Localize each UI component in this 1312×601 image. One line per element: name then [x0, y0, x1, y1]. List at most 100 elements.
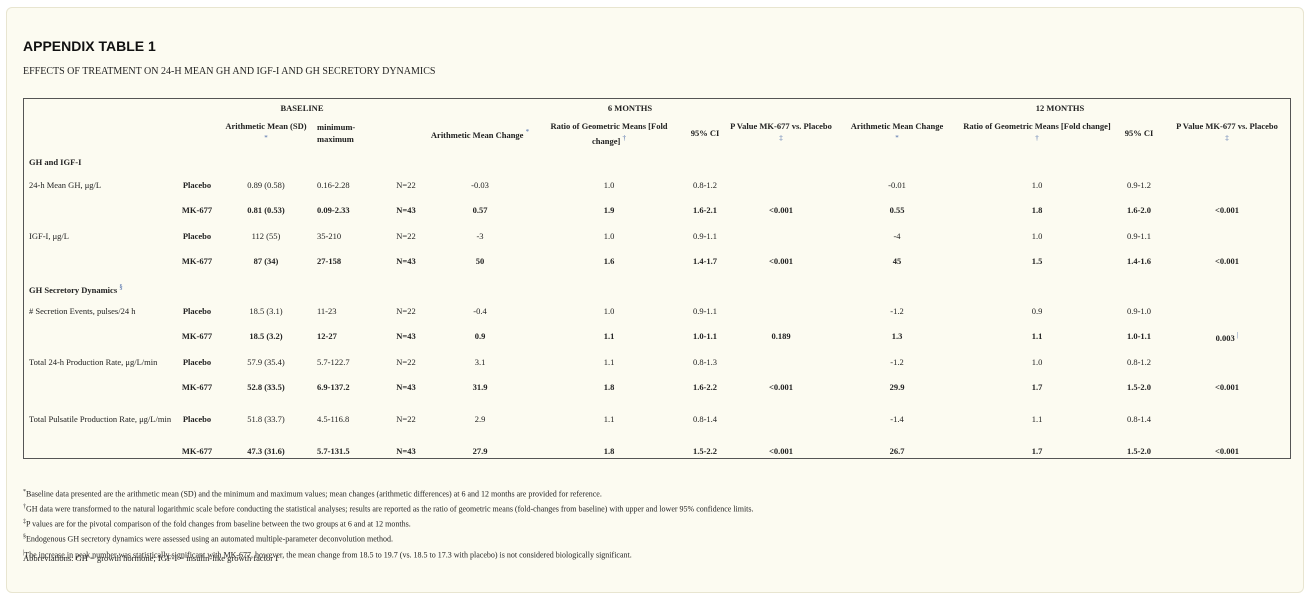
table-cell: 112 (55)	[251, 230, 281, 241]
table-cell: N=22	[396, 356, 416, 367]
table-cell: 1.0	[1031, 230, 1043, 241]
table-cell: 0.9-1.1	[692, 305, 718, 316]
footnote-link[interactable]: *	[895, 133, 899, 142]
col-ratio-geo-12: Ratio of Geometric Means [Fold change] †	[963, 120, 1111, 142]
abbreviations: Abbreviations: GH = growth hormone; IGF-…	[23, 553, 279, 563]
table-cell: 0.8-1.2	[692, 179, 718, 190]
col-ci-12: 95% CI	[1124, 128, 1154, 138]
group-label: MK-677	[181, 205, 213, 215]
table-cell: 11-23	[317, 305, 337, 316]
table-row: MK-677 18.5 (3.2) 12-27 N=43 0.9 1.1 1.0…	[24, 321, 1292, 351]
table-cell: 87 (34)	[253, 256, 279, 266]
table-cell: 12-27	[317, 331, 337, 341]
table-cell: 1.1	[1031, 414, 1043, 424]
col-p-value-12: P Value MK-677 vs. Placebo ‡	[1176, 120, 1278, 142]
table-cell: 1.7	[1031, 382, 1043, 392]
group-label: MK-677	[181, 256, 213, 266]
table-cell: 0.09-2.33	[317, 205, 350, 215]
table-cell: 1.0	[603, 179, 615, 190]
footnote: †GH data were transformed to the natural…	[23, 504, 754, 514]
table-cell: 0.9-1.1	[1126, 230, 1152, 241]
table-cell: 1.5-2.2	[692, 446, 718, 456]
table-cell: 0.81 (0.53)	[247, 205, 285, 215]
section-row: GH and IGF-I	[24, 150, 1292, 174]
table-cell: 1.8	[603, 446, 615, 456]
footnote-link[interactable]: §	[119, 282, 123, 291]
table-cell: 0.8-1.4	[692, 414, 718, 424]
table-cell: -0.03	[471, 179, 489, 190]
table-cell: 45	[892, 256, 902, 266]
footnote-link[interactable]: ‡	[779, 133, 783, 142]
table-cell: 1.0-1.1	[692, 331, 718, 341]
table-cell: N=43	[396, 382, 416, 392]
table-cell: 57.9 (35.4)	[247, 356, 285, 367]
col-arith-mean-sd: Arithmetic Mean (SD) *	[225, 120, 307, 142]
table-cell: 0.9-1.0	[1126, 305, 1152, 316]
footnote-link[interactable]: |	[1236, 330, 1239, 339]
table-cell: 3.1	[474, 356, 486, 367]
table-cell: 27-158	[317, 256, 342, 266]
table-cell: 0.8-1.2	[1126, 356, 1152, 367]
table-cell: <0.001	[769, 256, 793, 266]
table-cell: 1.1	[603, 414, 615, 424]
table-cell: 1.5	[1031, 256, 1043, 266]
group-label: MK-677	[181, 382, 213, 392]
col-arith-mean-change-6: Arithmetic Mean Change *	[430, 127, 530, 140]
six-months-header: 6 MONTHS	[607, 102, 653, 113]
table-cell: -3	[476, 230, 484, 241]
page-title: APPENDIX TABLE 1	[23, 38, 156, 54]
table-cell: -0.4	[473, 305, 487, 316]
col-arith-mean-change-12: Arithmetic Mean Change *	[850, 120, 944, 142]
table-cell: 1.7	[1031, 446, 1043, 456]
table-cell: 0.9	[1031, 305, 1043, 316]
table-cell: 1.6-2.2	[692, 382, 718, 392]
group-label: Placebo	[182, 179, 212, 190]
row-label: Total 24-h Production Rate, μg/L/min	[29, 356, 158, 367]
footnote: §Endogenous GH secretory dynamics were a…	[23, 534, 394, 545]
table-cell: -4	[893, 230, 901, 241]
footnote-link[interactable]: *	[525, 127, 530, 136]
footnote-link[interactable]: ‡	[1225, 133, 1229, 142]
group-label: Placebo	[182, 230, 212, 241]
table-cell: 1.8	[603, 382, 615, 392]
table-cell: 6.9-137.2	[317, 382, 350, 392]
table-cell	[726, 300, 836, 321]
table-cell: <0.001	[769, 205, 793, 215]
section-label: GH Secretory Dynamics	[29, 284, 118, 295]
footnote: ‡P values are for the pivotal comparison…	[23, 519, 411, 529]
baseline-header: BASELINE	[280, 102, 324, 113]
content-panel: APPENDIX TABLE 1 EFFECTS OF TREATMENT ON…	[6, 7, 1304, 593]
table-cell: <0.001	[769, 382, 793, 392]
footnote-link[interactable]: †	[1035, 133, 1039, 142]
col-ci-6: 95% CI	[690, 128, 720, 138]
table-cell: 2.9	[474, 414, 486, 424]
table-cell: 1.6	[603, 256, 615, 266]
table-row: MK-677 0.81 (0.53) 0.09-2.33 N=43 0.57 1…	[24, 195, 1292, 225]
row-label: IGF-I, μg/L	[29, 230, 69, 241]
footnote-link[interactable]: †	[622, 133, 626, 142]
table-cell: 5.7-122.7	[317, 356, 350, 367]
table-cell: 1.6-2.1	[692, 205, 718, 215]
table-cell: 50	[475, 256, 485, 266]
footnote-link[interactable]: *	[264, 133, 268, 142]
table-cell: 1.0-1.1	[1126, 331, 1152, 341]
table-cell: 35-210	[317, 230, 342, 241]
table-header-row-1: BASELINE 6 MONTHS 12 MONTHS	[24, 99, 1292, 116]
table-cell: N=43	[396, 205, 416, 215]
table-cell: 1.6-2.0	[1126, 205, 1152, 215]
group-label: MK-677	[181, 446, 213, 456]
table-cell: 0.9-1.2	[1126, 179, 1152, 190]
table-cell: 0.9-1.1	[692, 230, 718, 241]
table-cell: 1.0	[1031, 356, 1043, 367]
table-cell: 4.5-116.8	[317, 414, 350, 424]
table-cell: 1.3	[891, 331, 903, 341]
table-cell	[1162, 174, 1292, 195]
row-label: # Secretion Events, pulses/24 h	[29, 305, 136, 316]
table-cell: 1.9	[603, 205, 615, 215]
table-cell	[1162, 402, 1292, 436]
table-row: IGF-I, μg/L Placebo 112 (55) 35-210 N=22…	[24, 225, 1292, 246]
table-cell: N=43	[396, 256, 416, 266]
table-cell: 1.1	[1031, 331, 1043, 341]
table-cell: <0.001	[1215, 382, 1239, 392]
table-cell: -1.4	[890, 414, 904, 424]
